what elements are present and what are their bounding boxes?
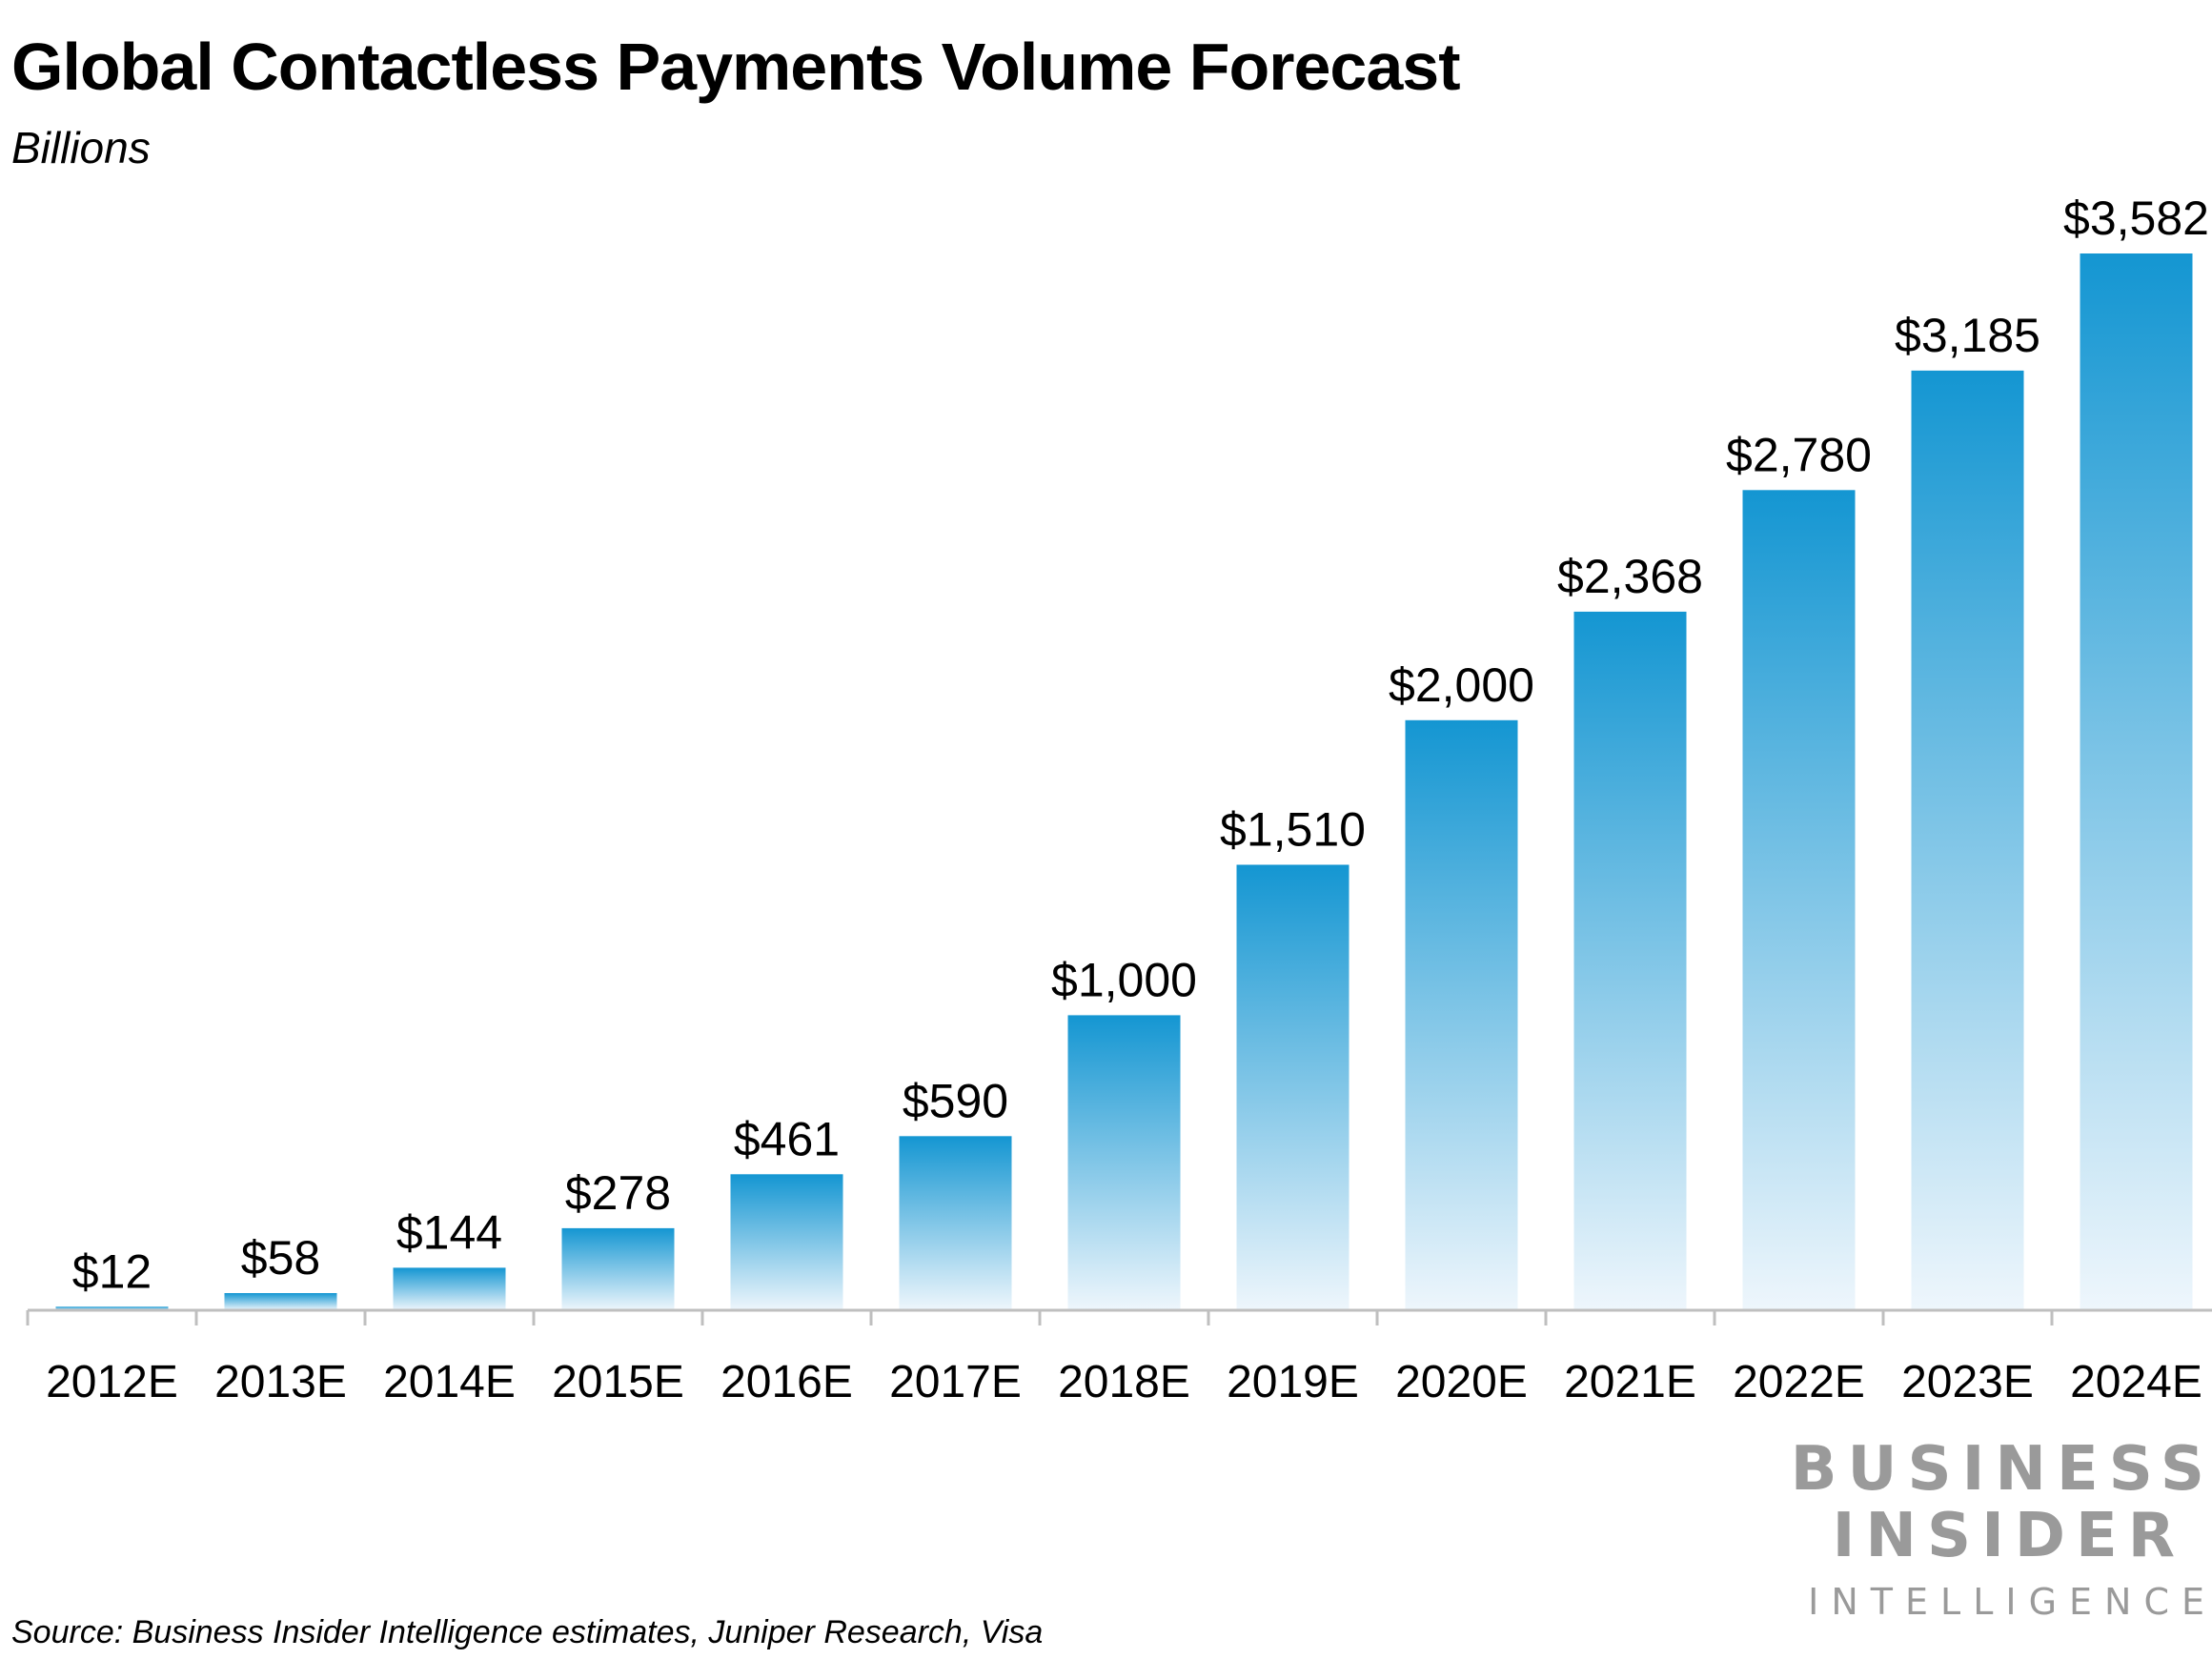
value-labels-group: $12 $58 $144 $278 $461 $590 $1,000 $1,510 $2,000… xyxy=(72,192,2209,1298)
tick-label-2022E: 2022E xyxy=(1733,1357,1865,1407)
logo-line-business: BUSINESS xyxy=(1790,1434,2212,1505)
value-label-2021E: $2,368 xyxy=(1557,550,1703,603)
logo-line-intelligence: INTELLIGENCE xyxy=(1808,1581,2212,1623)
value-label-2019E: $1,510 xyxy=(1220,803,1366,857)
tick-label-2018E: 2018E xyxy=(1058,1357,1190,1407)
x-axis xyxy=(26,1308,2212,1325)
bar-2012E xyxy=(55,1306,169,1310)
bar-2023E xyxy=(1911,370,2024,1310)
bar-2020E xyxy=(1405,719,1518,1310)
tick-label-2024E: 2024E xyxy=(2070,1357,2202,1407)
value-label-2020E: $2,000 xyxy=(1389,658,1534,712)
x-tick-labels-group: 2012E 2013E 2014E 2015E 2016E 2017E 2018E 2019E… xyxy=(46,1357,2202,1407)
tick-label-2017E: 2017E xyxy=(889,1357,1022,1407)
value-label-2022E: $2,780 xyxy=(1726,428,1872,481)
value-label-2017E: $590 xyxy=(903,1074,1008,1127)
bar-2016E xyxy=(730,1174,843,1310)
value-label-2018E: $1,000 xyxy=(1051,953,1197,1006)
tick-label-2019E: 2019E xyxy=(1227,1357,1359,1407)
business-insider-intelligence-logo: BUSINESS INSIDER INTELLIGENCE xyxy=(1791,1439,2204,1620)
tick-label-2023E: 2023E xyxy=(1901,1357,2034,1407)
bar-2024E xyxy=(2080,253,2193,1310)
source-note: Source: Business Insider Intelligence es… xyxy=(11,1614,1044,1650)
bar-2022E xyxy=(1742,490,1856,1310)
bar-2019E xyxy=(1236,864,1350,1310)
value-label-2013E: $58 xyxy=(241,1231,320,1285)
tick-label-2020E: 2020E xyxy=(1395,1357,1528,1407)
value-label-2012E: $12 xyxy=(72,1244,152,1298)
value-label-2016E: $461 xyxy=(734,1112,840,1165)
bar-2013E xyxy=(224,1293,337,1310)
logo-line-insider: INSIDER xyxy=(1832,1501,2185,1571)
tick-label-2012E: 2012E xyxy=(46,1357,178,1407)
bar-2018E xyxy=(1067,1015,1181,1310)
tick-label-2021E: 2021E xyxy=(1564,1357,1696,1407)
tick-label-2014E: 2014E xyxy=(383,1357,516,1407)
value-label-2015E: $278 xyxy=(565,1166,671,1220)
bar-2014E xyxy=(393,1267,506,1310)
tick-label-2013E: 2013E xyxy=(214,1357,347,1407)
chart-title: Global Contactless Payments Volume Forec… xyxy=(11,30,1461,104)
bar-2015E xyxy=(561,1227,675,1310)
value-label-2023E: $3,185 xyxy=(1895,309,2040,362)
tick-label-2015E: 2015E xyxy=(552,1357,684,1407)
value-label-2014E: $144 xyxy=(396,1205,502,1259)
tick-label-2016E: 2016E xyxy=(720,1357,853,1407)
bars-group xyxy=(55,253,2193,1310)
chart-subtitle: Billions xyxy=(11,123,151,172)
bar-2017E xyxy=(899,1136,1012,1310)
bar-2021E xyxy=(1573,611,1687,1310)
value-label-2024E: $3,582 xyxy=(2063,192,2209,245)
